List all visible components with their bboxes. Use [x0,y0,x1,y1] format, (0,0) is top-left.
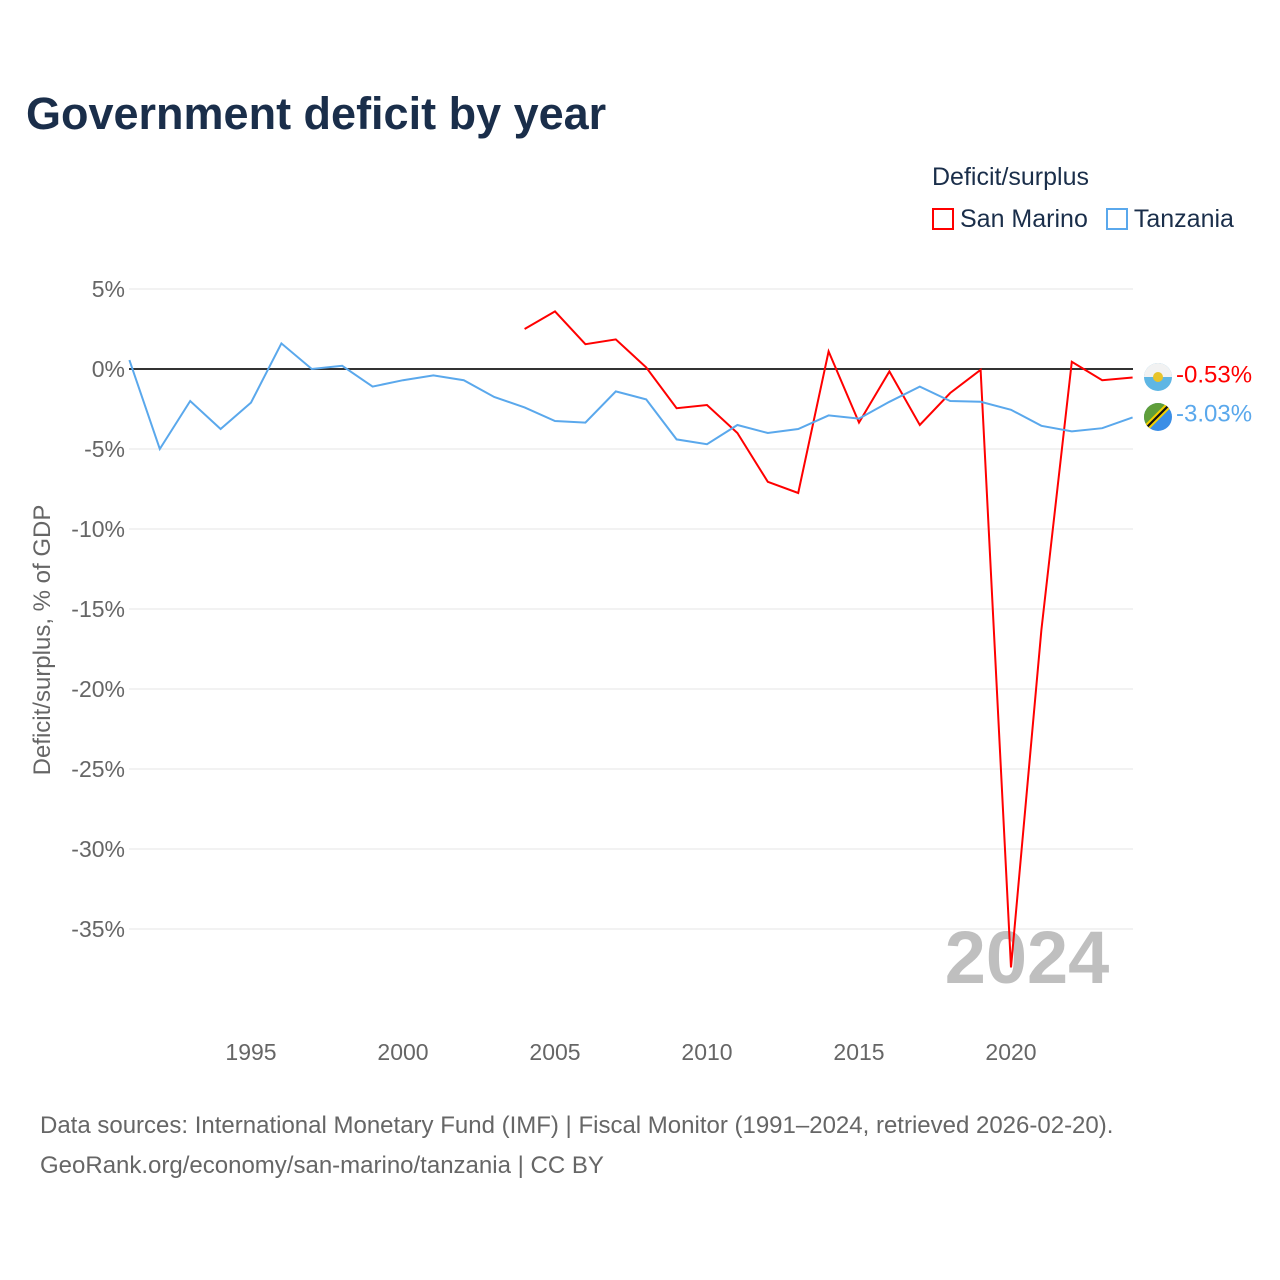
legend-title: Deficit/surplus [932,163,1089,191]
tanzania-line [128,341,1133,452]
source-note: Data sources: International Monetary Fun… [40,1106,1113,1186]
y-tick-label: 5% [92,276,125,302]
legend-item-san-marino[interactable]: San Marino [932,205,1088,234]
plot-area: 2024 Deficit/surplus, % of GDP 5% 0% -5% -1… [29,276,1252,1065]
x-tick-label: 2015 [833,1039,884,1065]
x-tick-label: 2000 [377,1039,428,1065]
x-tick-label: 2005 [529,1039,580,1065]
legend-item-tanzania[interactable]: Tanzania [1105,205,1234,234]
x-tick-label: 1995 [225,1039,276,1065]
san-marino-flag-icon [1144,363,1172,391]
y-tick-label: -15% [71,596,125,622]
source-link[interactable]: GeoRank.org/economy/san-marino/tanzania … [40,1152,604,1179]
y-tick-label: -20% [71,676,125,702]
x-tick-label: 2010 [681,1039,732,1065]
tanzania-end-label: -3.03% [1176,400,1252,427]
san-marino-end-label: -0.53% [1176,361,1252,388]
y-tick-label: 0% [92,356,125,382]
y-tick-label: -10% [71,516,125,542]
y-tick-label: -5% [84,436,125,462]
legend-label: Tanzania [1133,205,1234,233]
y-tick-label: -25% [71,756,125,782]
source-line: Data sources: International Monetary Fun… [40,1112,1114,1139]
y-tick-label: -30% [71,836,125,862]
tanzania-flag-icon [1144,403,1172,431]
chart-title: Government deficit by year [26,88,607,139]
legend: San Marino Tanzania [932,205,1234,234]
san-marino-line [524,310,1133,968]
y-axis-label: Deficit/surplus, % of GDP [29,505,56,776]
legend-swatch [932,208,954,230]
legend-swatch [1105,208,1128,230]
year-watermark: 2024 [945,916,1110,999]
x-tick-label: 2020 [985,1039,1036,1065]
legend-label: San Marino [960,205,1088,233]
y-tick-label: -35% [71,916,125,942]
